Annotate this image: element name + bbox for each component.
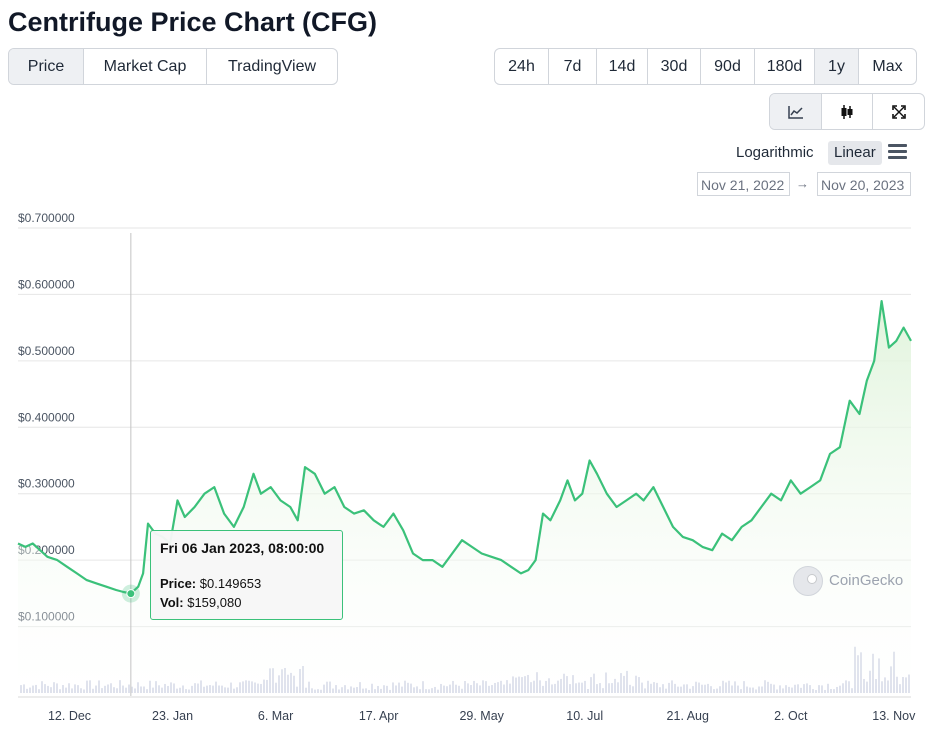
- x-tick-label: 10. Jul: [566, 709, 603, 723]
- tooltip-vol-row: Vol: $159,080: [160, 595, 241, 610]
- tooltip-date: Fri 06 Jan 2023, 08:00:00: [160, 540, 325, 556]
- tooltip-price-value: $0.149653: [199, 576, 262, 591]
- y-tick-label: $0.300000: [18, 477, 75, 491]
- tooltip-vol-label: Vol:: [160, 595, 184, 610]
- fullscreen-icon: [891, 104, 906, 119]
- x-tick-label: 6. Mar: [258, 709, 293, 723]
- price-chart[interactable]: $0.100000$0.200000$0.300000$0.400000$0.5…: [0, 210, 926, 730]
- date-range-arrow: →: [796, 176, 809, 191]
- hamburger-menu-icon[interactable]: [888, 144, 907, 160]
- date-from-input[interactable]: Nov 21, 2022: [697, 172, 790, 196]
- y-tick-label: $0.600000: [18, 277, 75, 291]
- chart-type-tabs: [769, 93, 925, 130]
- tooltip-price-row: Price: $0.149653: [160, 576, 261, 591]
- x-tick-label: 23. Jan: [152, 709, 193, 723]
- y-tick-label: $0.400000: [18, 410, 75, 424]
- coingecko-watermark: CoinGecko: [793, 566, 913, 598]
- y-tick-label: $0.500000: [18, 344, 75, 358]
- tab-tradingview[interactable]: TradingView: [227, 57, 317, 75]
- x-tick-label: 12. Dec: [48, 709, 91, 723]
- highlight-point: [126, 589, 136, 599]
- tab-price[interactable]: Price: [9, 49, 84, 84]
- view-tabs: Price Market Cap TradingView: [8, 48, 338, 85]
- range-max[interactable]: Max: [872, 57, 903, 75]
- x-tick-label: 13. Nov: [872, 709, 916, 723]
- tooltip-vol-value: $159,080: [187, 595, 242, 610]
- tooltip-price-label: Price:: [160, 576, 197, 591]
- watermark-text: CoinGecko: [829, 572, 904, 589]
- range-1y[interactable]: 1y: [815, 49, 859, 84]
- date-to-input[interactable]: Nov 20, 2023: [817, 172, 911, 196]
- range-24h[interactable]: 24h: [495, 49, 549, 84]
- page-title: Centrifuge Price Chart (CFG): [8, 7, 378, 37]
- tab-market-cap[interactable]: Market Cap: [84, 49, 207, 84]
- range-90d[interactable]: 90d: [701, 49, 755, 84]
- x-tick-label: 2. Oct: [774, 709, 808, 723]
- candlestick-icon: [841, 104, 853, 119]
- x-tick-label: 29. May: [459, 709, 504, 723]
- time-range-tabs: 24h 7d 14d 30d 90d 180d 1y Max: [494, 48, 917, 85]
- chart-tooltip: Fri 06 Jan 2023, 08:00:00 Price: $0.1496…: [150, 530, 343, 620]
- line-chart-icon: [787, 105, 803, 119]
- range-14d[interactable]: 14d: [597, 49, 648, 84]
- range-30d[interactable]: 30d: [648, 49, 701, 84]
- x-tick-label: 21. Aug: [667, 709, 709, 723]
- fullscreen-button[interactable]: [873, 94, 924, 129]
- linear-option[interactable]: Linear: [828, 141, 882, 165]
- coingecko-logo-icon: [793, 566, 823, 596]
- line-chart-button[interactable]: [770, 94, 822, 129]
- logarithmic-option[interactable]: Logarithmic: [736, 144, 814, 161]
- x-tick-label: 17. Apr: [359, 709, 399, 723]
- scale-options: Logarithmic Linear: [700, 140, 912, 166]
- candlestick-button[interactable]: [822, 94, 873, 129]
- y-tick-label: $0.700000: [18, 211, 75, 225]
- range-180d[interactable]: 180d: [755, 49, 815, 84]
- range-7d[interactable]: 7d: [549, 49, 597, 84]
